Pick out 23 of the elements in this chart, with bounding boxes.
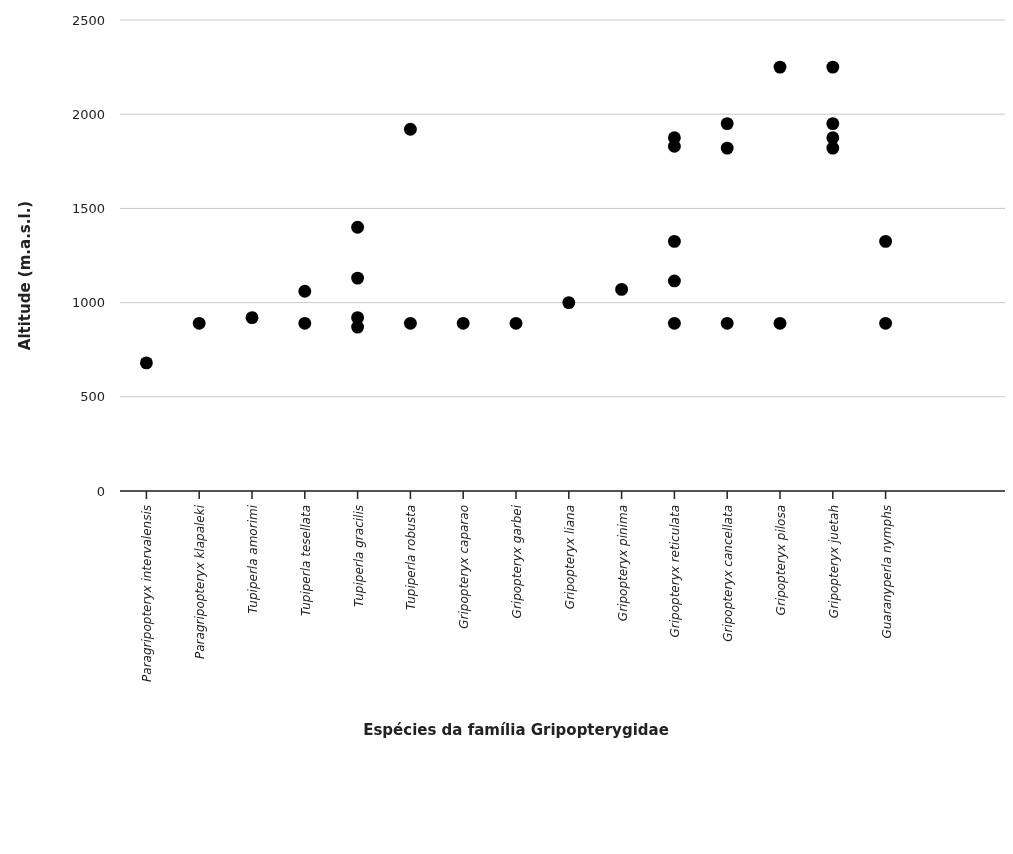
x-tick-label: Gripopteryx reticulata xyxy=(668,505,683,638)
x-tick-label: Gripopteryx garbei xyxy=(510,504,524,619)
x-tick-label: Gripopteryx liana xyxy=(562,505,577,610)
x-tick-label: Tupiperla tesellata xyxy=(298,505,313,616)
y-tick-label: 2500 xyxy=(71,12,105,28)
x-tick-label: Tupiperla robusta xyxy=(404,505,419,610)
x-tick-label: Gripopteryx juetah xyxy=(826,505,841,619)
y-tick-label: 0 xyxy=(96,483,105,499)
y-tick-label: 2000 xyxy=(71,106,105,122)
y-tick-label: 1500 xyxy=(71,200,105,216)
x-tick-label: Gripopteryx pinima xyxy=(615,505,630,622)
x-tick-label: Tupiperla amorimi xyxy=(246,504,260,614)
y-tick-label: 1000 xyxy=(71,295,105,311)
x-tick-label: Gripopteryx pilosa xyxy=(774,505,788,616)
x-tick-label: Tupiperla gracilis xyxy=(351,505,366,607)
x-tick-label: Paragripopteryx intervalensis xyxy=(140,505,155,682)
x-tick-label: Paragripopteryx klapaleki xyxy=(193,504,208,659)
x-tick-label: Gripopteryx caparao xyxy=(457,505,472,629)
x-tick-label: Gripopteryx cancellata xyxy=(721,505,736,642)
y-axis-title: Altitude (m.a.s.l.) xyxy=(16,200,34,351)
y-tick-label: 500 xyxy=(80,389,105,405)
x-axis-title: Espécies da família Gripopterygidae xyxy=(363,721,669,739)
x-tick-label: Guaranyperla nymphs xyxy=(879,505,894,639)
